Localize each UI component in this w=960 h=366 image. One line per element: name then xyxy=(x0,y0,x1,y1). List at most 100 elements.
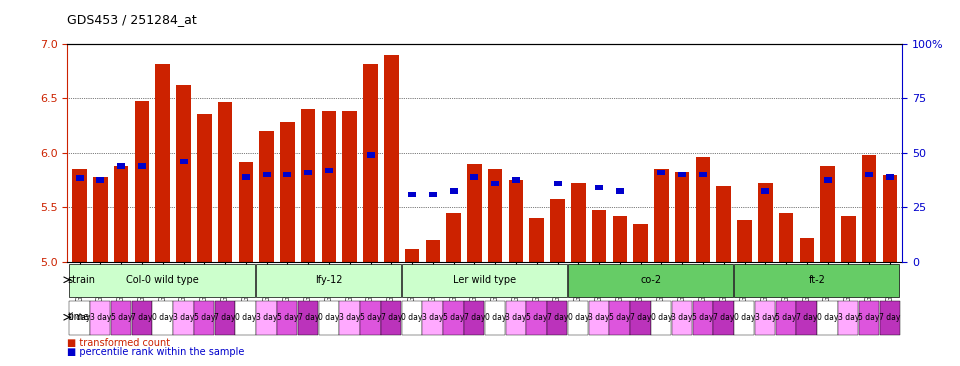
Text: 5 day: 5 day xyxy=(526,313,547,322)
FancyBboxPatch shape xyxy=(422,301,443,335)
Bar xyxy=(114,166,129,262)
Text: 3 day: 3 day xyxy=(755,313,776,322)
Text: lfy-12: lfy-12 xyxy=(315,275,343,285)
Bar xyxy=(343,112,357,262)
FancyBboxPatch shape xyxy=(235,301,256,335)
Bar xyxy=(363,64,378,262)
Bar xyxy=(325,168,333,173)
FancyBboxPatch shape xyxy=(110,301,132,335)
Text: 5 day: 5 day xyxy=(776,313,797,322)
Bar xyxy=(138,163,146,169)
FancyBboxPatch shape xyxy=(630,301,651,335)
Bar xyxy=(76,175,84,181)
Bar xyxy=(180,159,187,164)
Bar xyxy=(654,169,669,262)
Bar xyxy=(841,216,855,262)
FancyBboxPatch shape xyxy=(215,301,235,335)
FancyBboxPatch shape xyxy=(401,301,422,335)
Bar xyxy=(259,131,274,262)
Bar xyxy=(821,166,835,262)
FancyBboxPatch shape xyxy=(277,301,298,335)
FancyBboxPatch shape xyxy=(153,301,173,335)
FancyBboxPatch shape xyxy=(568,301,588,335)
Bar xyxy=(134,101,149,262)
Bar xyxy=(530,218,544,262)
Bar xyxy=(658,170,665,175)
FancyBboxPatch shape xyxy=(256,301,276,335)
FancyBboxPatch shape xyxy=(526,301,546,335)
FancyBboxPatch shape xyxy=(444,301,464,335)
Bar xyxy=(571,183,586,262)
FancyBboxPatch shape xyxy=(90,301,110,335)
Text: ■ percentile rank within the sample: ■ percentile rank within the sample xyxy=(67,347,245,357)
Bar xyxy=(242,174,250,180)
FancyBboxPatch shape xyxy=(879,301,900,335)
FancyBboxPatch shape xyxy=(568,264,733,298)
Text: 7 day: 7 day xyxy=(713,313,734,322)
FancyBboxPatch shape xyxy=(713,301,733,335)
Bar xyxy=(300,109,316,262)
Text: 0 day: 0 day xyxy=(733,313,756,322)
Bar xyxy=(699,172,707,178)
FancyBboxPatch shape xyxy=(672,301,692,335)
Bar xyxy=(280,122,295,262)
Text: GDS453 / 251284_at: GDS453 / 251284_at xyxy=(67,12,197,26)
Text: 5 day: 5 day xyxy=(692,313,713,322)
Bar xyxy=(550,199,564,262)
Bar xyxy=(304,170,312,175)
Text: 5 day: 5 day xyxy=(276,313,299,322)
Text: 3 day: 3 day xyxy=(671,313,693,322)
Text: 0 day: 0 day xyxy=(152,313,174,322)
FancyBboxPatch shape xyxy=(776,301,796,335)
FancyBboxPatch shape xyxy=(485,301,505,335)
Bar xyxy=(488,169,502,262)
Text: 3 day: 3 day xyxy=(256,313,277,322)
Bar xyxy=(512,178,520,183)
FancyBboxPatch shape xyxy=(173,301,194,335)
Text: 5 day: 5 day xyxy=(194,313,215,322)
FancyBboxPatch shape xyxy=(797,301,817,335)
Text: 0 day: 0 day xyxy=(69,313,90,322)
FancyBboxPatch shape xyxy=(69,264,255,298)
Bar xyxy=(96,178,105,183)
Text: 0 day: 0 day xyxy=(567,313,589,322)
Text: 0 day: 0 day xyxy=(485,313,506,322)
Text: 0 day: 0 day xyxy=(651,313,672,322)
Text: 7 day: 7 day xyxy=(380,313,402,322)
Text: Ler wild type: Ler wild type xyxy=(453,275,516,285)
Text: 3 day: 3 day xyxy=(339,313,360,322)
Text: 0 day: 0 day xyxy=(235,313,256,322)
Bar xyxy=(882,175,898,262)
Bar xyxy=(761,188,769,194)
Text: 5 day: 5 day xyxy=(360,313,381,322)
Text: 5 day: 5 day xyxy=(443,313,465,322)
FancyBboxPatch shape xyxy=(194,301,214,335)
Text: 3 day: 3 day xyxy=(588,313,610,322)
Bar xyxy=(405,249,420,262)
Text: 3 day: 3 day xyxy=(89,313,111,322)
Bar xyxy=(425,240,440,262)
Text: 7 day: 7 day xyxy=(547,313,568,322)
FancyBboxPatch shape xyxy=(132,301,152,335)
FancyBboxPatch shape xyxy=(401,264,566,298)
Bar xyxy=(72,169,87,262)
Bar xyxy=(678,172,686,178)
Text: 3 day: 3 day xyxy=(422,313,444,322)
Text: 7 day: 7 day xyxy=(298,313,319,322)
Text: 3 day: 3 day xyxy=(505,313,527,322)
FancyBboxPatch shape xyxy=(256,264,400,298)
Bar xyxy=(824,178,831,183)
Bar xyxy=(322,112,336,262)
FancyBboxPatch shape xyxy=(755,301,776,335)
Text: 3 day: 3 day xyxy=(173,313,194,322)
FancyBboxPatch shape xyxy=(734,301,755,335)
FancyBboxPatch shape xyxy=(692,301,713,335)
Text: 5 day: 5 day xyxy=(610,313,631,322)
Text: 5 day: 5 day xyxy=(858,313,880,322)
FancyBboxPatch shape xyxy=(838,301,858,335)
Bar xyxy=(737,220,752,262)
Text: Col-0 wild type: Col-0 wild type xyxy=(127,275,199,285)
FancyBboxPatch shape xyxy=(360,301,380,335)
Bar xyxy=(779,213,793,262)
Bar xyxy=(716,186,731,262)
